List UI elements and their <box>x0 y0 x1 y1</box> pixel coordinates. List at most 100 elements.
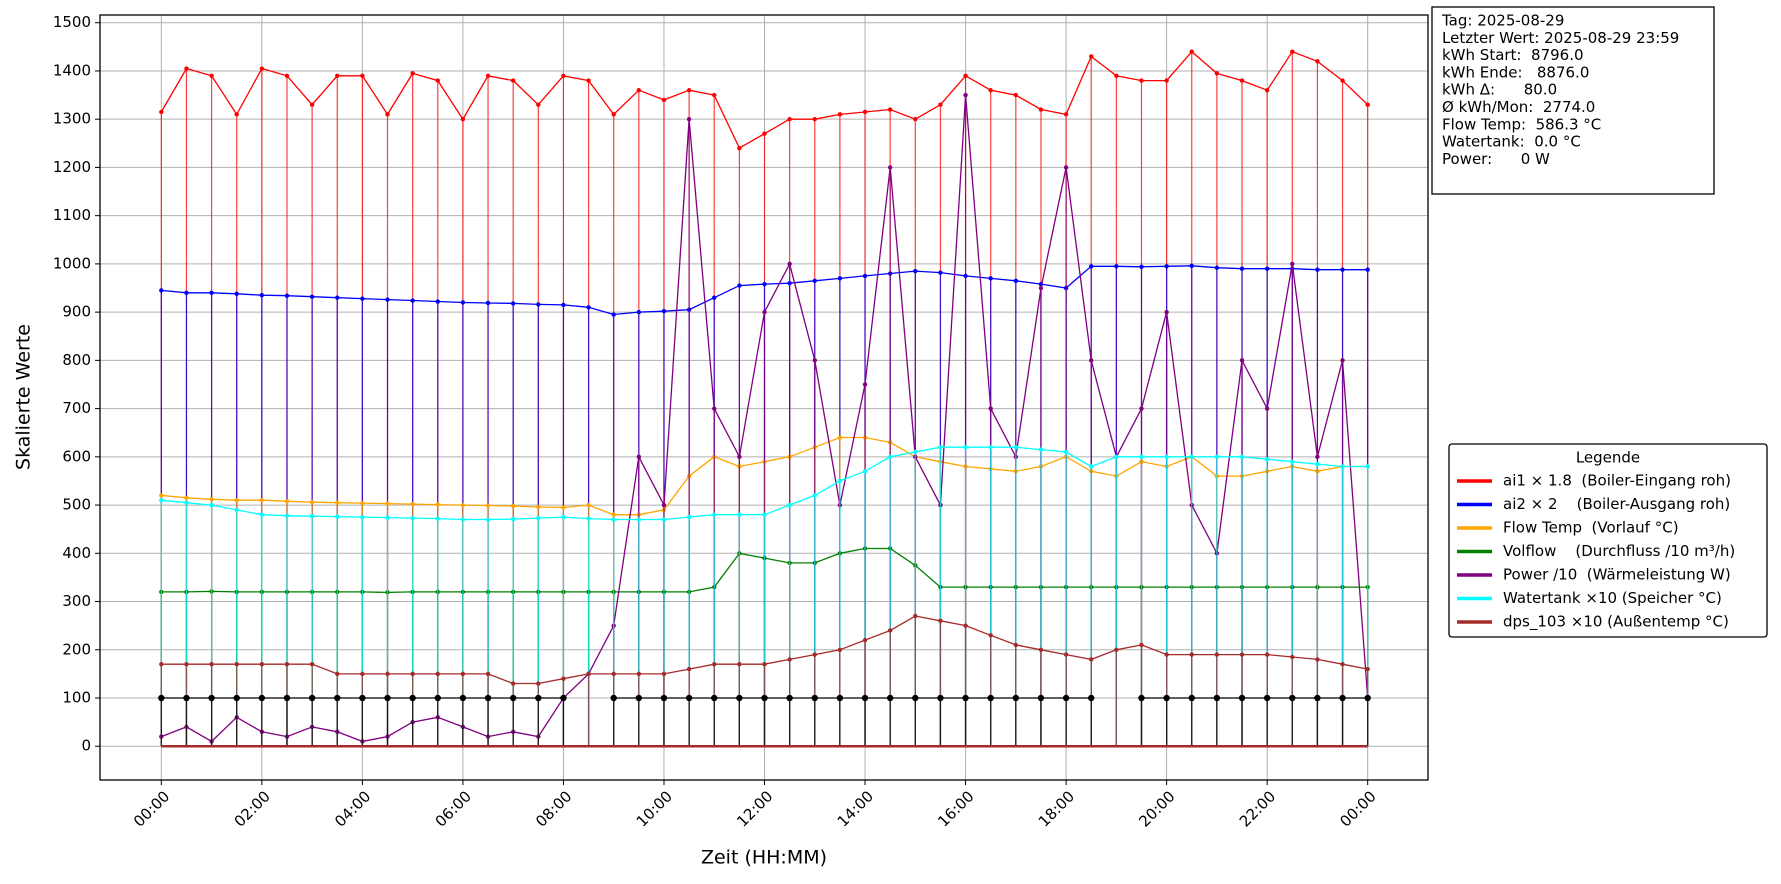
point <box>1114 73 1119 78</box>
point <box>963 623 968 628</box>
point <box>385 297 390 302</box>
point <box>334 694 341 702</box>
point <box>1138 694 1145 702</box>
point <box>510 301 516 306</box>
point <box>1088 694 1095 702</box>
point <box>309 513 315 519</box>
point <box>184 662 189 667</box>
point <box>1037 694 1045 702</box>
point <box>1038 107 1044 112</box>
point <box>1340 464 1345 469</box>
point <box>536 504 541 510</box>
point <box>335 671 340 677</box>
point <box>410 515 415 521</box>
point <box>561 514 566 520</box>
point <box>812 493 817 498</box>
point <box>409 694 416 702</box>
point <box>762 512 767 517</box>
point <box>736 694 743 702</box>
point <box>913 449 918 455</box>
point <box>184 66 189 71</box>
point <box>536 515 541 521</box>
point <box>1365 464 1370 469</box>
point <box>561 73 566 78</box>
point <box>1315 461 1320 467</box>
legend-label: Flow Temp (Vorlauf °C) <box>1503 519 1679 537</box>
legend-box <box>1448 443 1768 638</box>
point <box>536 302 541 307</box>
point <box>962 694 969 702</box>
point <box>611 512 616 517</box>
point <box>887 165 893 170</box>
point <box>209 497 214 502</box>
point <box>208 694 215 702</box>
y-tick-label: 800 <box>62 351 91 369</box>
point <box>862 382 868 387</box>
y-tick-label: 1000 <box>53 254 91 272</box>
point <box>737 145 742 151</box>
point <box>1238 694 1246 702</box>
point <box>761 694 768 702</box>
legend-label: ai2 × 2 (Boiler-Ausgang roh) <box>1503 495 1730 513</box>
point <box>887 454 893 460</box>
point <box>159 662 164 667</box>
point <box>1365 102 1370 107</box>
legend-label: ai1 × 1.8 (Boiler-Eingang roh) <box>1503 472 1731 490</box>
point <box>737 512 742 517</box>
point <box>1315 454 1320 460</box>
point <box>1290 261 1295 267</box>
point <box>284 73 290 78</box>
point <box>284 513 290 518</box>
point <box>1365 267 1370 272</box>
point <box>1164 652 1169 657</box>
point <box>309 102 315 107</box>
point <box>234 662 239 667</box>
point <box>234 507 239 513</box>
legend-label: Power /10 (Wärmeleistung W) <box>1503 566 1731 584</box>
point <box>360 73 365 78</box>
point <box>787 657 792 662</box>
point <box>1114 647 1119 652</box>
point <box>335 500 340 505</box>
point <box>636 671 642 677</box>
point <box>1290 459 1295 464</box>
point <box>159 498 164 503</box>
point <box>385 501 390 506</box>
legend-title: Legende <box>1576 449 1640 467</box>
point <box>1089 358 1094 363</box>
point <box>837 647 843 652</box>
point <box>988 444 993 450</box>
point <box>460 502 466 508</box>
point <box>1114 264 1119 269</box>
point <box>712 92 717 98</box>
point <box>963 444 968 450</box>
point <box>1264 266 1270 271</box>
point <box>937 694 944 702</box>
point <box>1263 694 1271 702</box>
point <box>1188 694 1195 702</box>
point <box>1139 454 1144 460</box>
point <box>636 309 642 315</box>
legend-label: Volflow (Durchfluss /10 m³/h) <box>1503 542 1735 560</box>
point <box>837 276 843 281</box>
y-tick-label: 500 <box>62 496 91 514</box>
info-line: Letzter Wert: 2025-08-29 23:59 <box>1442 29 1679 47</box>
point <box>661 502 667 508</box>
point <box>259 293 265 298</box>
point <box>1214 265 1220 270</box>
info-line: kWh Start: 8796.0 <box>1442 46 1584 64</box>
point <box>837 435 843 440</box>
point <box>1012 694 1020 702</box>
point <box>1164 78 1169 83</box>
point <box>1340 662 1345 667</box>
point <box>787 261 792 267</box>
point <box>787 116 792 122</box>
point <box>988 633 993 638</box>
point <box>234 498 239 503</box>
point <box>1264 406 1270 411</box>
y-tick-label: 300 <box>62 592 91 610</box>
point <box>686 116 692 122</box>
point <box>435 671 440 677</box>
info-line: kWh Δ: 80.0 <box>1442 81 1557 99</box>
point <box>460 300 466 305</box>
